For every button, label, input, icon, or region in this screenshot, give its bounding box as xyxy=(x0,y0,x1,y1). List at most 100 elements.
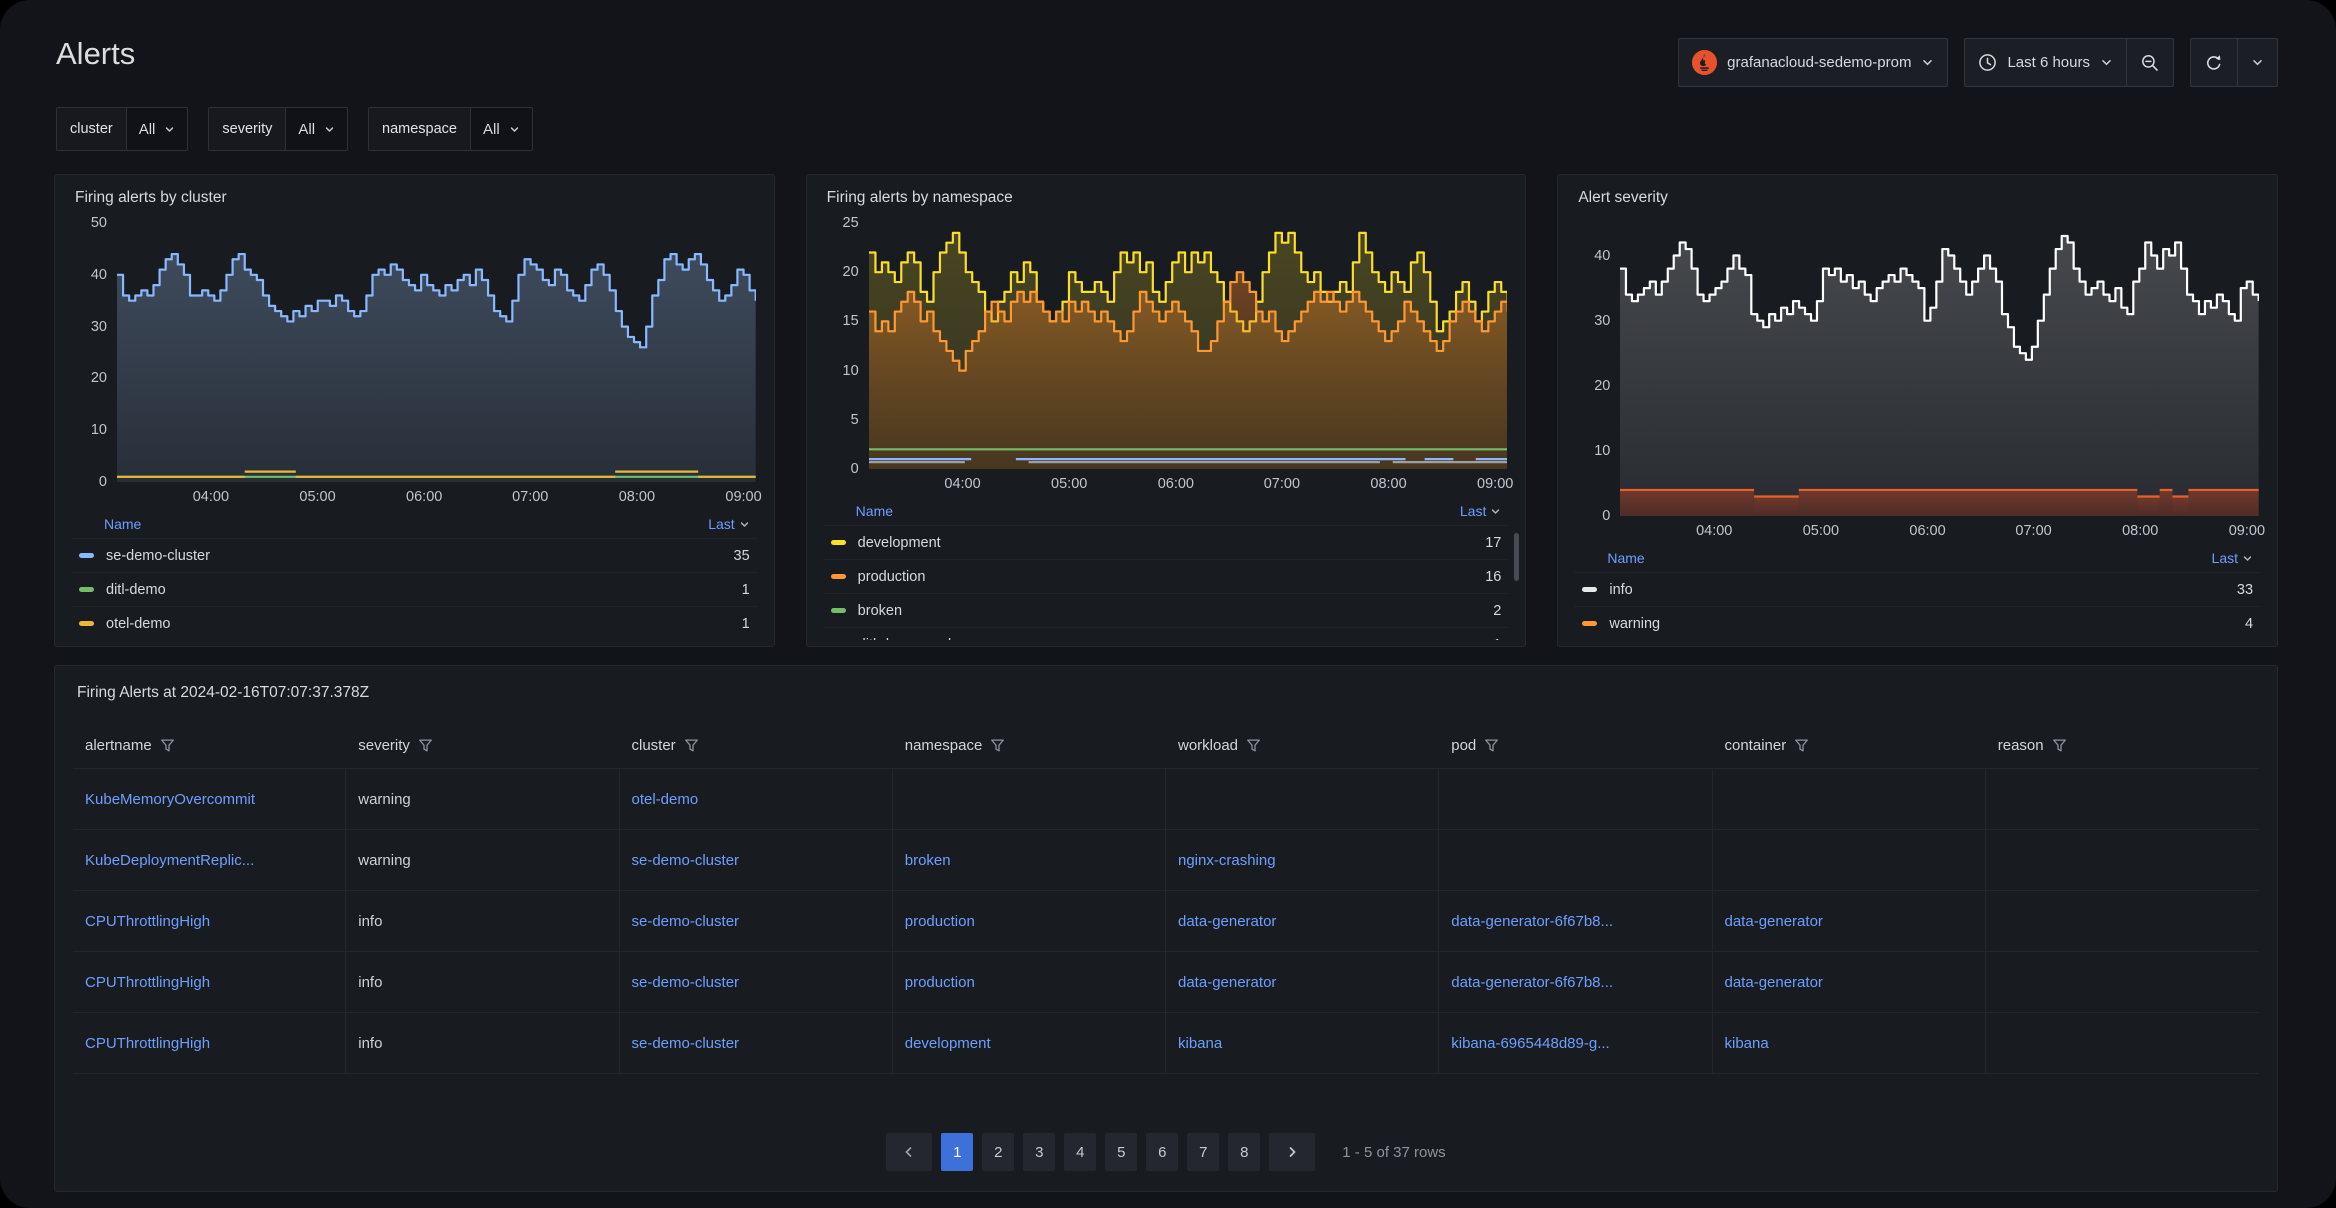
cell-link[interactable]: se-demo-cluster xyxy=(620,891,893,951)
filter-funnel-icon xyxy=(990,738,1005,753)
filters-row: clusterAll severityAll namespaceAll xyxy=(56,107,533,151)
filter-funnel-icon xyxy=(2052,738,2067,753)
column-header-namespace[interactable]: namespace xyxy=(893,737,1166,754)
column-header-workload[interactable]: workload xyxy=(1166,737,1439,754)
cell xyxy=(1439,830,1712,890)
series-last-value: 4 xyxy=(2245,616,2253,632)
cell-link[interactable]: CPUThrottlingHigh xyxy=(73,952,346,1012)
page-button-3[interactable]: 3 xyxy=(1023,1133,1055,1171)
page-button-8[interactable]: 8 xyxy=(1228,1133,1260,1171)
cell-link[interactable]: se-demo-cluster xyxy=(620,1013,893,1073)
legend-name-header[interactable]: Name xyxy=(856,503,1460,519)
cell: info xyxy=(346,952,619,1012)
y-axis-tick: 40 xyxy=(1594,248,1610,264)
legend-name-header[interactable]: Name xyxy=(104,516,708,532)
filter-namespace: namespaceAll xyxy=(368,107,533,151)
filter-label: cluster xyxy=(56,107,127,151)
cell-link[interactable]: data-generator xyxy=(1713,891,1986,951)
series-color-swatch xyxy=(831,574,846,579)
refresh-button[interactable] xyxy=(2191,39,2237,86)
x-axis-tick: 04:00 xyxy=(944,476,980,492)
filter-value-dropdown[interactable]: All xyxy=(127,107,189,151)
legend-row-se-demo-cluster[interactable]: se-demo-cluster35 xyxy=(71,538,758,572)
panel-title: Firing alerts by namespace xyxy=(823,187,1510,207)
cell-link[interactable]: nginx-crashing xyxy=(1166,830,1439,890)
cell-link[interactable]: development xyxy=(893,1013,1166,1073)
previous-page-button[interactable] xyxy=(886,1133,932,1171)
filter-label: namespace xyxy=(368,107,471,151)
table-row: CPUThrottlingHighinfose-demo-clusterdeve… xyxy=(73,1012,2259,1074)
table-row: CPUThrottlingHighinfose-demo-clusterprod… xyxy=(73,951,2259,1012)
cell-link[interactable]: KubeMemoryOvercommit xyxy=(73,769,346,829)
zoom-out-button[interactable] xyxy=(2126,39,2173,86)
cell-link[interactable]: data-generator-6f67b8... xyxy=(1439,891,1712,951)
x-axis-tick: 05:00 xyxy=(1803,523,1839,539)
series-color-swatch xyxy=(831,608,846,613)
cell-link[interactable]: kibana-6965448d89-g... xyxy=(1439,1013,1712,1073)
column-header-alertname[interactable]: alertname xyxy=(73,737,346,754)
series-name: broken xyxy=(858,603,1494,619)
legend-row-otel-demo[interactable]: otel-demo1 xyxy=(71,606,758,640)
cell-link[interactable]: production xyxy=(893,952,1166,1012)
cell-link[interactable]: production xyxy=(893,891,1166,951)
legend-row-ditl-demo[interactable]: ditl-demo1 xyxy=(71,572,758,606)
series-color-swatch xyxy=(79,621,94,626)
x-axis-tick: 04:00 xyxy=(193,489,229,505)
cell-link[interactable]: data-generator xyxy=(1166,952,1439,1012)
legend-name-header[interactable]: Name xyxy=(1607,550,2211,566)
legend-scrollbar[interactable] xyxy=(1514,533,1519,581)
page-button-7[interactable]: 7 xyxy=(1187,1133,1219,1171)
legend-last-header[interactable]: Last xyxy=(1460,503,1501,519)
legend-row-broken[interactable]: broken2 xyxy=(823,593,1510,627)
cell-link[interactable]: se-demo-cluster xyxy=(620,830,893,890)
page-button-6[interactable]: 6 xyxy=(1146,1133,1178,1171)
cell-link[interactable]: KubeDeploymentReplic... xyxy=(73,830,346,890)
filter-label: severity xyxy=(208,107,286,151)
next-page-button[interactable] xyxy=(1269,1133,1315,1171)
cell-link[interactable]: data-generator xyxy=(1713,952,1986,1012)
filter-value-dropdown[interactable]: All xyxy=(471,107,533,151)
x-axis-tick: 07:00 xyxy=(2015,523,2051,539)
chart-plot[interactable]: 0510152025 xyxy=(869,223,1508,469)
cell-link[interactable]: CPUThrottlingHigh xyxy=(73,891,346,951)
page-button-1[interactable]: 1 xyxy=(941,1133,973,1171)
datasource-picker[interactable]: grafanacloud-sedemo-prom xyxy=(1678,38,1948,87)
filter-value-dropdown[interactable]: All xyxy=(286,107,348,151)
column-header-severity[interactable]: severity xyxy=(346,737,619,754)
column-header-pod[interactable]: pod xyxy=(1439,737,1712,754)
legend-row-info[interactable]: info33 xyxy=(1574,572,2261,606)
page-button-4[interactable]: 4 xyxy=(1064,1133,1096,1171)
time-range-picker[interactable]: Last 6 hours xyxy=(1965,39,2126,86)
y-axis-tick: 0 xyxy=(1602,508,1610,524)
chart-plot[interactable]: 010203040 xyxy=(1620,223,2259,516)
y-axis-tick: 15 xyxy=(843,313,859,329)
cell xyxy=(893,769,1166,829)
chart-plot[interactable]: 01020304050 xyxy=(117,223,756,482)
column-header-reason[interactable]: reason xyxy=(1986,737,2259,754)
cell-link[interactable]: data-generator-6f67b8... xyxy=(1439,952,1712,1012)
chevron-down-icon xyxy=(1921,56,1934,69)
cell-link[interactable]: broken xyxy=(893,830,1166,890)
filter-funnel-icon xyxy=(684,738,699,753)
page-button-2[interactable]: 2 xyxy=(982,1133,1014,1171)
column-header-container[interactable]: container xyxy=(1713,737,1986,754)
cell-link[interactable]: otel-demo xyxy=(620,769,893,829)
cell-link[interactable]: data-generator xyxy=(1166,891,1439,951)
legend-last-header[interactable]: Last xyxy=(708,516,749,532)
page-button-5[interactable]: 5 xyxy=(1105,1133,1137,1171)
legend-row-development[interactable]: development17 xyxy=(823,525,1510,559)
cell-link[interactable]: se-demo-cluster xyxy=(620,952,893,1012)
x-axis: 04:0005:0006:0007:0008:0009:00 xyxy=(869,469,1508,497)
legend-row-ditl-demo-prod[interactable]: ditl-demo-prod1 xyxy=(823,627,1510,640)
column-header-cluster[interactable]: cluster xyxy=(620,737,893,754)
legend-row-production[interactable]: production16 xyxy=(823,559,1510,593)
cell-link[interactable]: CPUThrottlingHigh xyxy=(73,1013,346,1073)
datasource-label: grafanacloud-sedemo-prom xyxy=(1727,54,1911,71)
cell xyxy=(1986,769,2259,829)
legend-last-header[interactable]: Last xyxy=(2212,550,2253,566)
cell-link[interactable]: kibana xyxy=(1166,1013,1439,1073)
refresh-interval-dropdown[interactable] xyxy=(2237,39,2277,86)
y-axis-tick: 10 xyxy=(843,363,859,379)
cell-link[interactable]: kibana xyxy=(1713,1013,1986,1073)
legend-row-warning[interactable]: warning4 xyxy=(1574,606,2261,640)
